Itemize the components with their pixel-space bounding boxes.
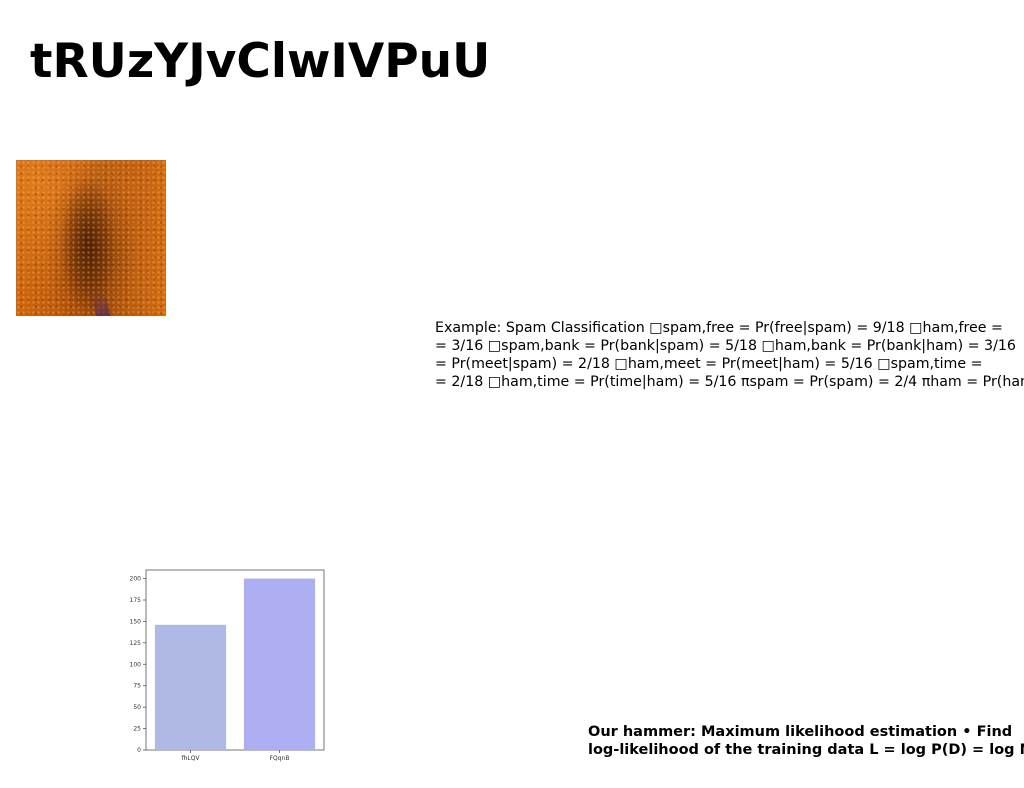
bar — [243, 578, 316, 750]
y-tick-label: 125 — [130, 640, 142, 647]
body-line: = 2/18 □ham,time = Pr(time|ham) = 5/16 π… — [435, 374, 1024, 390]
x-tick-label: fhLQV — [181, 755, 200, 762]
x-tick-label: FQqnB — [270, 755, 290, 762]
bar — [154, 624, 227, 750]
bar-chart: 0 25 50 75 100 125 150 175 200 fhLQV FQqnB — [124, 564, 330, 766]
y-tick-label: 175 — [130, 597, 142, 604]
footer-text: Our hammer: Maximum likelihood estimatio… — [588, 723, 1024, 759]
body-line: = Pr(meet|spam) = 2/18 □ham,meet = Pr(me… — [435, 356, 983, 372]
chart-plot-frame — [145, 569, 325, 751]
y-tick-label: 25 — [133, 726, 141, 733]
y-tick-label: 150 — [130, 618, 142, 625]
footer-line: log-likelihood of the training data L = … — [588, 742, 1024, 758]
body-text: Example: Spam Classification □spam,free … — [435, 319, 1024, 391]
y-tick-label: 0 — [137, 747, 141, 754]
footer-line: Our hammer: Maximum likelihood estimatio… — [588, 724, 1013, 740]
photo-texture — [16, 160, 166, 316]
bar-chart-svg: 0 25 50 75 100 125 150 175 200 fhLQV FQqnB — [130, 569, 325, 762]
body-line: = 3/16 □spam,bank = Pr(bank|spam) = 5/18… — [435, 338, 1016, 354]
y-tick-label: 75 — [133, 683, 141, 690]
body-line: Example: Spam Classification □spam,free … — [435, 320, 1003, 336]
photo-image — [16, 160, 166, 316]
y-tick-label: 200 — [130, 576, 142, 583]
slide-title: tRUzYJvClwIVPuU — [30, 34, 491, 89]
y-tick-label: 100 — [130, 661, 142, 668]
y-tick-label: 50 — [133, 704, 141, 711]
